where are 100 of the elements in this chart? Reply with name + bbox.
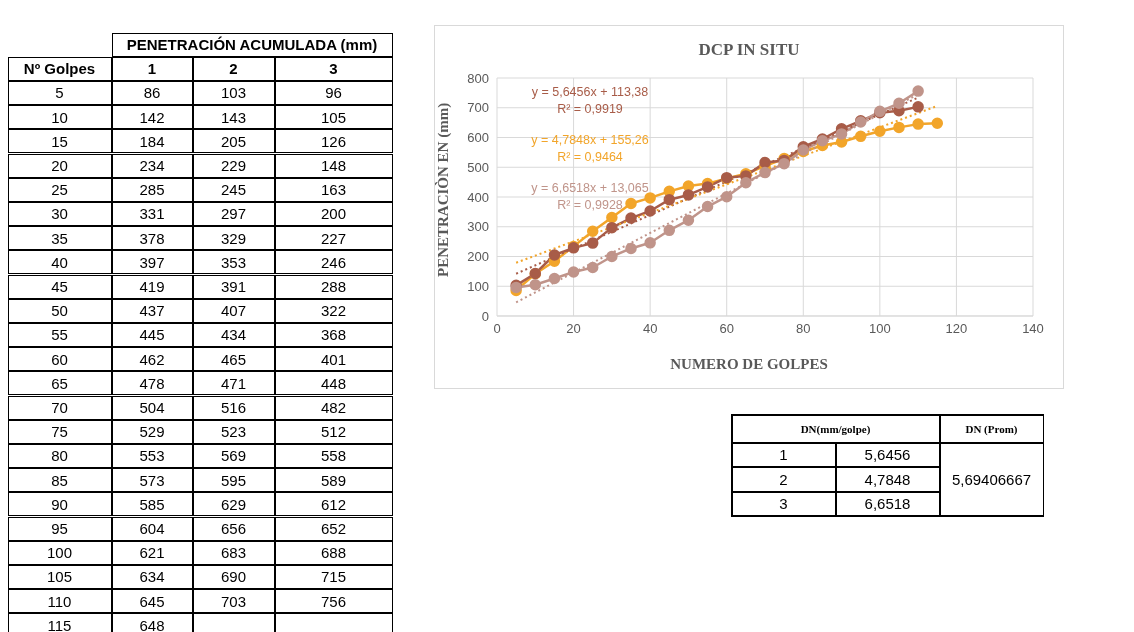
text: 60: [7, 347, 112, 372]
x-tick-label: 140: [1022, 321, 1044, 337]
text: 45: [7, 274, 112, 299]
y-tick-label: 600: [467, 130, 489, 146]
text: 245: [192, 177, 275, 202]
text: 105: [7, 564, 112, 590]
x-tick-label: 60: [719, 321, 734, 337]
text: 143: [192, 105, 275, 130]
text: 368: [274, 322, 393, 348]
text: 329: [192, 226, 275, 251]
text: 612: [274, 492, 393, 517]
text: 6,6518: [835, 491, 940, 516]
text: 184: [111, 129, 193, 154]
text: 86: [111, 80, 193, 106]
text: DN(mm/golpe): [731, 414, 940, 443]
text: 229: [192, 153, 275, 178]
annotation: y = 6,6518x + 13,065 R² = 0,9928: [530, 180, 650, 214]
x-tick-label: 0: [493, 321, 501, 337]
text: 3: [731, 491, 836, 516]
text: 65: [7, 371, 112, 396]
text: 690: [192, 564, 275, 590]
text: 96: [274, 80, 393, 106]
text: 110: [7, 589, 112, 614]
text: 85: [7, 468, 112, 493]
text: 50: [7, 298, 112, 323]
text: 482: [274, 395, 393, 420]
text: 512: [274, 419, 393, 444]
text: 55: [7, 322, 112, 348]
text: 105: [274, 105, 393, 130]
text: 227: [274, 226, 393, 251]
text: 478: [111, 371, 193, 396]
text: 103: [192, 80, 275, 106]
text: 756: [274, 589, 393, 614]
text: 142: [111, 105, 193, 130]
text: 1: [731, 442, 836, 467]
text: 100: [7, 540, 112, 565]
x-tick-label: 80: [796, 321, 811, 337]
text: 297: [192, 201, 275, 227]
text: 80: [7, 443, 112, 469]
text: 434: [192, 322, 275, 348]
text: 322: [274, 298, 393, 323]
text: 595: [192, 468, 275, 493]
y-axis-title: PENETRACIÒN EN (mm): [435, 102, 453, 277]
text: PENETRACIÓN ACUMULADA (mm): [111, 32, 393, 57]
text: 126: [274, 129, 393, 154]
y-tick-label: 800: [467, 70, 489, 86]
text: 462: [111, 347, 193, 372]
text: 523: [192, 419, 275, 444]
text: 391: [192, 274, 275, 299]
text: 378: [111, 226, 193, 251]
annotation: y = 5,6456x + 113,38 R² = 0,9919: [530, 84, 650, 118]
text: 95: [7, 516, 112, 541]
text: 35: [7, 226, 112, 251]
text: 573: [111, 468, 193, 493]
text: 465: [192, 347, 275, 372]
text: 40: [7, 250, 112, 275]
text: 163: [274, 177, 393, 202]
text: 75: [7, 419, 112, 444]
x-tick-label: 100: [869, 321, 891, 337]
text: 419: [111, 274, 193, 299]
text: 585: [111, 492, 193, 517]
text: 288: [274, 274, 393, 299]
text: Nº Golpes: [7, 56, 112, 81]
text: 115: [7, 613, 112, 632]
text: 656: [192, 516, 275, 541]
text: 569: [192, 443, 275, 469]
chart-title: DCP IN SITU: [697, 40, 801, 60]
text: 4,7848: [835, 467, 940, 492]
text: 589: [274, 468, 393, 493]
text: 604: [111, 516, 193, 541]
text: 437: [111, 298, 193, 323]
text: 205: [192, 129, 275, 154]
text: 634: [111, 564, 193, 590]
text: 621: [111, 540, 193, 565]
y-tick-label: 300: [467, 219, 489, 235]
y-tick-label: 0: [481, 308, 489, 324]
text: 331: [111, 201, 193, 227]
text: 629: [192, 492, 275, 517]
text: 645: [111, 589, 193, 614]
x-tick-label: 120: [945, 321, 968, 337]
text: 648: [111, 613, 193, 632]
text: 445: [111, 322, 193, 348]
text: 3: [274, 56, 393, 81]
y-tick-label: 700: [467, 100, 489, 116]
text: 2: [192, 56, 275, 81]
text: 516: [192, 395, 275, 420]
text: 148: [274, 153, 393, 178]
text: 246: [274, 250, 393, 275]
text: 407: [192, 298, 275, 323]
text: 20: [7, 153, 112, 178]
text: 200: [274, 201, 393, 227]
text: 397: [111, 250, 193, 275]
text: 688: [274, 540, 393, 565]
y-tick-label: 200: [467, 249, 489, 265]
text: 652: [274, 516, 393, 541]
text: 10: [7, 105, 112, 130]
text: 683: [192, 540, 275, 565]
text: 1: [111, 56, 193, 81]
text: 558: [274, 443, 393, 469]
text: 553: [111, 443, 193, 469]
